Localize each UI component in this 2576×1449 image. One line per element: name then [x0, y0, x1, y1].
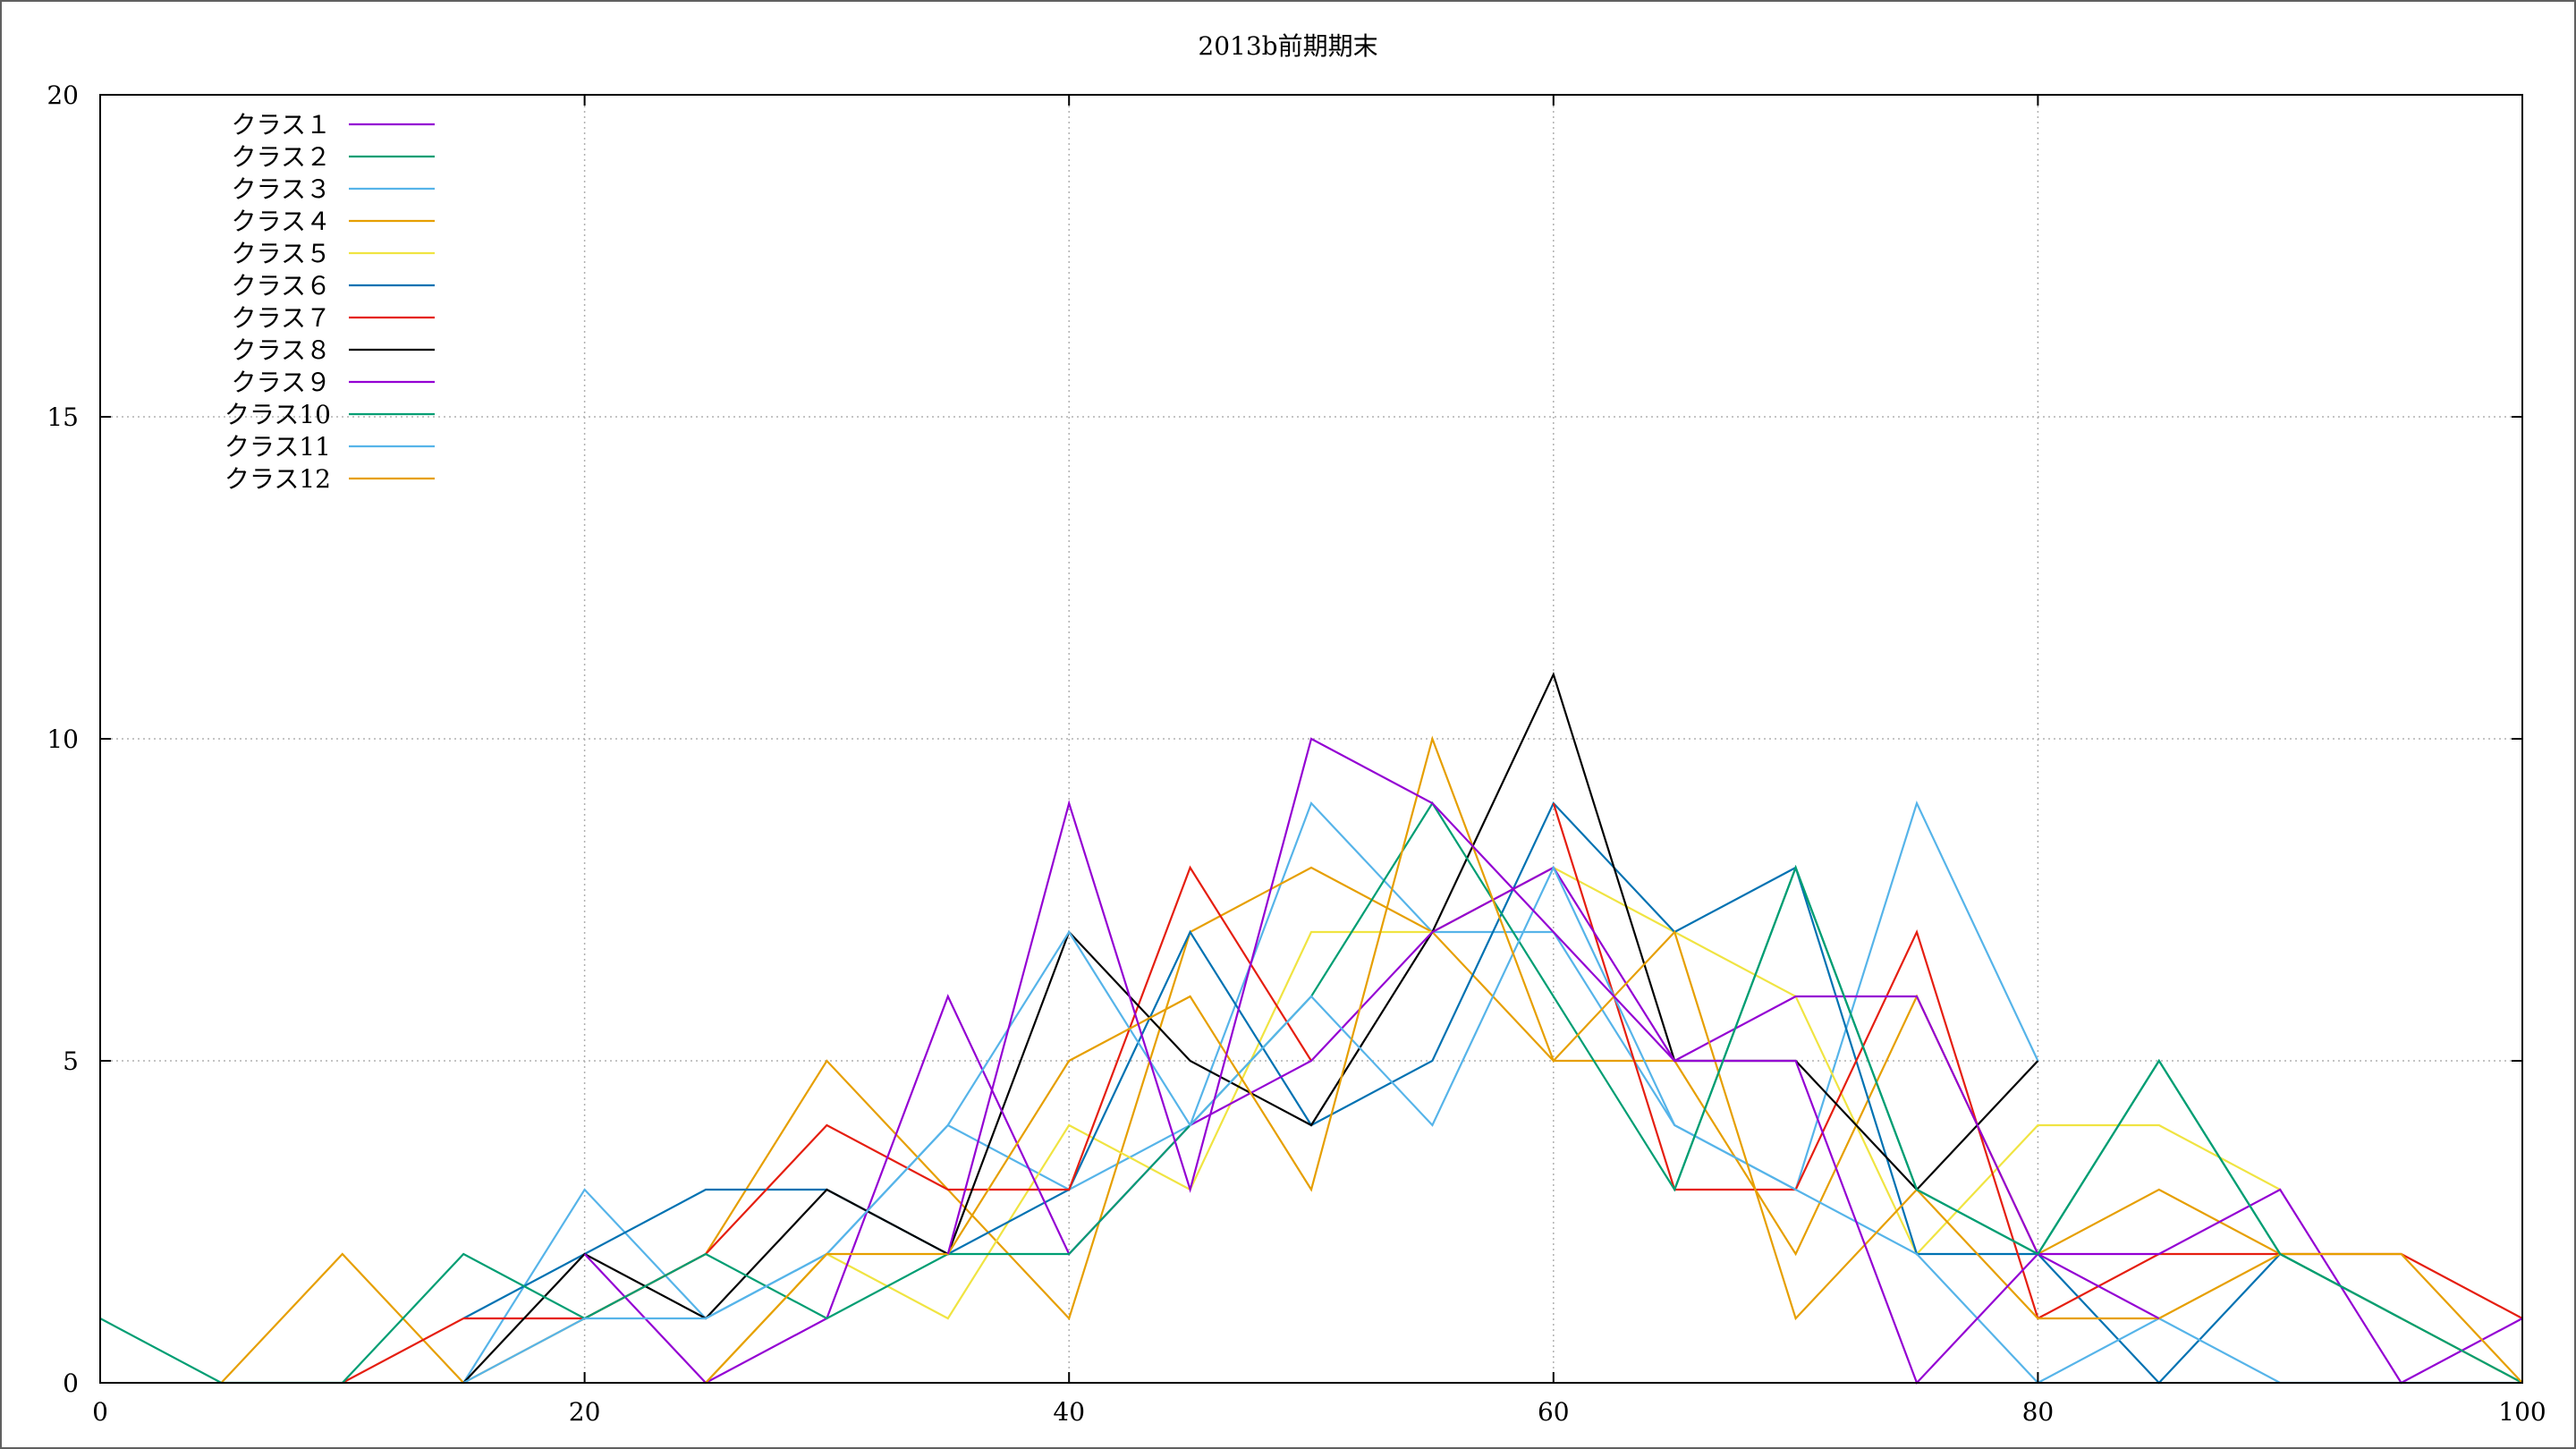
- legend-label-8: クラス８: [232, 335, 331, 365]
- x-tick-label-4: 80: [2022, 1397, 2055, 1427]
- legend-label-12: クラス12: [225, 464, 331, 494]
- legend-label-5: クラス５: [232, 239, 331, 268]
- series-line-2-part: [1674, 864, 2402, 1319]
- legend-label-3: クラス３: [232, 174, 331, 204]
- legend-label-4: クラス４: [232, 207, 331, 236]
- x-tick-label-2: 40: [1053, 1397, 1085, 1427]
- x-tick-label-3: 60: [1538, 1397, 1570, 1427]
- x-tick-label-5: 100: [2498, 1397, 2546, 1427]
- series-line-4: [220, 866, 2523, 1385]
- y-tick-label-3: 15: [47, 402, 79, 432]
- series-line-1-part: [946, 737, 2160, 1385]
- series-layer: [99, 671, 2523, 1385]
- x-tick-label-1: 20: [569, 1397, 601, 1427]
- grid-lines: [100, 95, 2522, 1383]
- y-tick-label-4: 20: [47, 80, 79, 110]
- legend-label-9: クラス９: [232, 368, 331, 397]
- series-line-10: [99, 801, 2523, 1385]
- axis-ticks: 0 20 40 60 80 100 0 5 10 15 20: [47, 80, 2546, 1427]
- series-line-11: [462, 865, 2522, 1385]
- legend-label-7: クラス７: [232, 303, 331, 333]
- legend-label-11: クラス11: [225, 432, 331, 462]
- y-tick-label-1: 5: [63, 1046, 79, 1076]
- series-line-7: [342, 865, 1312, 1384]
- legend-label-1: クラス１: [232, 110, 331, 140]
- legend-label-10: クラス10: [225, 400, 331, 429]
- series-line-5: [705, 866, 2281, 1384]
- y-tick-label-0: 0: [63, 1368, 79, 1398]
- legend-label-6: クラス６: [232, 271, 331, 301]
- chart-title: 2013b前期期末: [1198, 31, 1377, 61]
- x-tick-label-0: 0: [92, 1397, 108, 1427]
- y-tick-label-2: 10: [47, 724, 79, 754]
- legend-label-2: クラス２: [232, 142, 331, 172]
